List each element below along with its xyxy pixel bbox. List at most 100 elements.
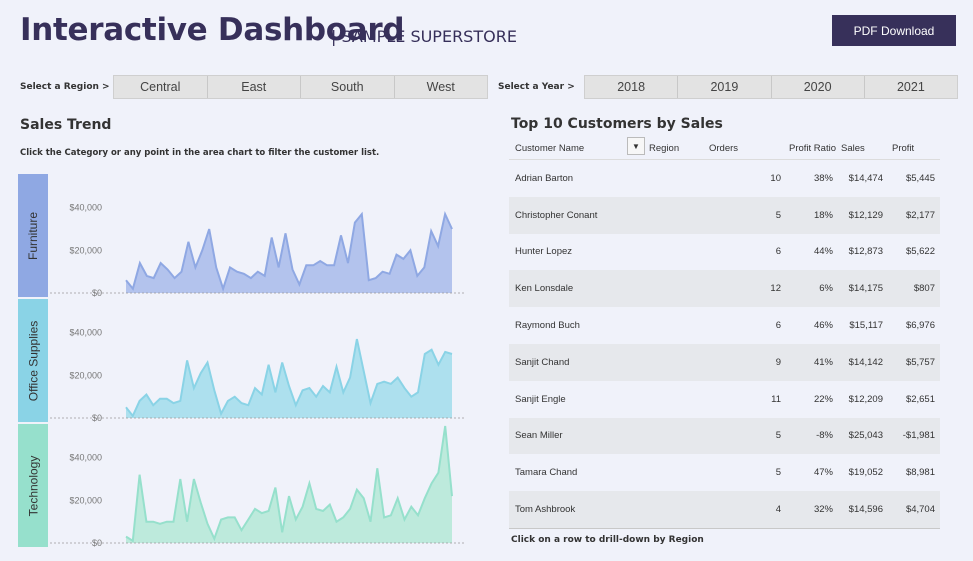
orders-cell: 12 [770,283,781,295]
table-row[interactable]: Christopher Conant 5 18% $12,129 $2,177 [509,196,940,234]
table-row[interactable]: Raymond Buch 6 46% $15,117 $6,976 [509,307,940,344]
orders-cell: 11 [771,393,781,405]
year-filter-label: Select a Year > [498,82,575,92]
area-2 [126,426,452,543]
year-option-2018[interactable]: 2018 [585,76,679,98]
line-1 [125,338,453,418]
sort-dropdown-button[interactable]: ▼ [627,137,645,155]
profit-cell: $6,976 [905,320,935,332]
category-furniture[interactable]: Furniture [18,174,48,297]
year-option-2021[interactable]: 2021 [896,80,925,94]
profit-ratio-cell: 41% [813,356,833,368]
region-option-west[interactable]: West [426,80,455,94]
year-option-2020[interactable]: 2020 [772,76,865,98]
sales-trend-chart[interactable]: $40,000 $20,000 $0 $40,000 $20,000 $0 $40,000 $… [0,0,500,561]
profit-ratio-cell: 46% [813,320,833,332]
sales-trend-title: Sales Trend [20,117,112,133]
customer-name-cell: Ken Lonsdale [515,283,574,295]
sales-cell: $15,117 [849,320,883,332]
page-title: Interactive Dashboard [20,12,405,48]
region-filter-label: Select a Region > [20,82,110,92]
orders-cell: 10 [770,172,781,184]
table-row[interactable]: Ken Lonsdale 12 6% $14,175 $807 [509,270,940,308]
orders-cell: 6 [775,320,781,332]
y-tick-label: $20,000 [69,245,102,255]
table-row[interactable]: Tom Ashbrook 4 32% $14,596 $4,704 [509,491,940,528]
line-0 [125,210,453,292]
customer-name-cell: Sanjit Chand [515,356,570,368]
region-option-central[interactable]: Central [114,76,208,98]
customer-name-cell: Christopher Conant [515,209,598,221]
header-profit-ratio[interactable]: Profit Ratio [789,142,836,154]
customer-name-cell: Hunter Lopez [515,246,573,258]
year-filter: 2018 2019 2020 2021 [584,75,958,99]
line-2 [125,425,453,543]
year-option-2019[interactable]: 2019 [678,76,772,98]
header-sales[interactable]: Sales [841,142,865,154]
table-row[interactable]: Sanjit Engle 11 22% $12,209 $2,651 [509,381,940,418]
sales-cell: $14,175 [848,283,883,295]
customer-name-cell: Tamara Chand [515,467,578,479]
profit-ratio-cell: 18% [813,209,833,221]
y-tick-label: $20,000 [69,495,102,505]
profit-ratio-cell: 44% [813,246,833,258]
profit-ratio-cell: 38% [813,172,833,184]
header-customer-name[interactable]: Customer Name [515,142,585,154]
customer-name-cell: Sean Miller [515,430,563,442]
orders-cell: 5 [775,430,781,442]
customer-name-cell: Raymond Buch [515,320,580,332]
table-row[interactable]: Tamara Chand 5 47% $19,052 $8,981 [509,454,940,491]
sales-cell: $12,129 [848,209,883,221]
profit-ratio-cell: -8% [816,430,833,442]
customer-name-cell: Sanjit Engle [515,393,566,405]
pdf-download-button[interactable]: PDF Download [832,15,956,46]
table-row[interactable]: Sean Miller 5 -8% $25,043 -$1,981 [509,417,940,455]
y-tick-label: $40,000 [69,453,102,463]
sales-cell: $14,474 [848,172,883,184]
profit-cell: $5,622 [905,246,935,258]
profit-cell: $2,177 [905,209,935,221]
y-tick-label: $40,000 [69,203,102,213]
region-option-south[interactable]: South [301,76,395,98]
profit-cell: $807 [913,283,935,295]
header-profit[interactable]: Profit [892,142,915,154]
table-body: Adrian Barton 10 38% $14,474 $5,445 Christoph… [509,160,940,528]
sales-cell: $14,142 [848,356,883,368]
y-tick-label: $40,000 [69,328,102,338]
sales-cell: $14,596 [848,504,883,516]
table-footnote: Click on a row to drill-down by Region [511,535,704,545]
caret-down-icon: ▼ [632,141,640,151]
sales-cell: $12,873 [848,246,883,258]
profit-ratio-cell: 6% [819,283,833,295]
sales-cell: $19,052 [848,467,883,479]
table-header: Customer Name ▼ Region Orders Profit Rat… [509,137,940,160]
profit-ratio-cell: 47% [813,467,833,479]
customer-name-cell: Tom Ashbrook [515,504,576,516]
category-office-supplies[interactable]: Office Supplies [18,299,48,422]
table-bottom-divider [509,527,940,529]
region-option-east[interactable]: East [208,76,301,98]
profit-cell: $4,704 [905,504,935,516]
customer-name-cell: Adrian Barton [515,172,574,184]
profit-cell: $2,651 [905,393,935,405]
customers-table: Customer Name ▼ Region Orders Profit Rat… [509,137,940,529]
y-tick-label: $0 [92,538,102,548]
profit-ratio-cell: 22% [813,393,833,405]
orders-cell: 5 [775,467,781,479]
y-tick-label: $20,000 [69,370,102,380]
y-tick-label: $0 [92,288,102,298]
table-row[interactable]: Adrian Barton 10 38% $14,474 $5,445 [509,160,940,197]
header-region[interactable]: Region [649,142,680,154]
category-technology[interactable]: Technology [18,424,48,547]
table-row[interactable]: Hunter Lopez 6 44% $12,873 $5,622 [509,234,940,271]
table-row[interactable]: Sanjit Chand 9 41% $14,142 $5,757 [509,343,940,381]
sales-cell: $25,043 [848,430,883,442]
profit-cell: $5,757 [905,356,935,368]
header-orders[interactable]: Orders [709,142,739,154]
orders-cell: 6 [775,246,781,258]
y-tick-label: $0 [92,413,102,423]
page-subtitle: | SAMPLE SUPERSTORE [331,27,517,46]
profit-cell: -$1,981 [902,430,935,442]
orders-cell: 9 [775,356,781,368]
profit-ratio-cell: 32% [813,504,833,516]
